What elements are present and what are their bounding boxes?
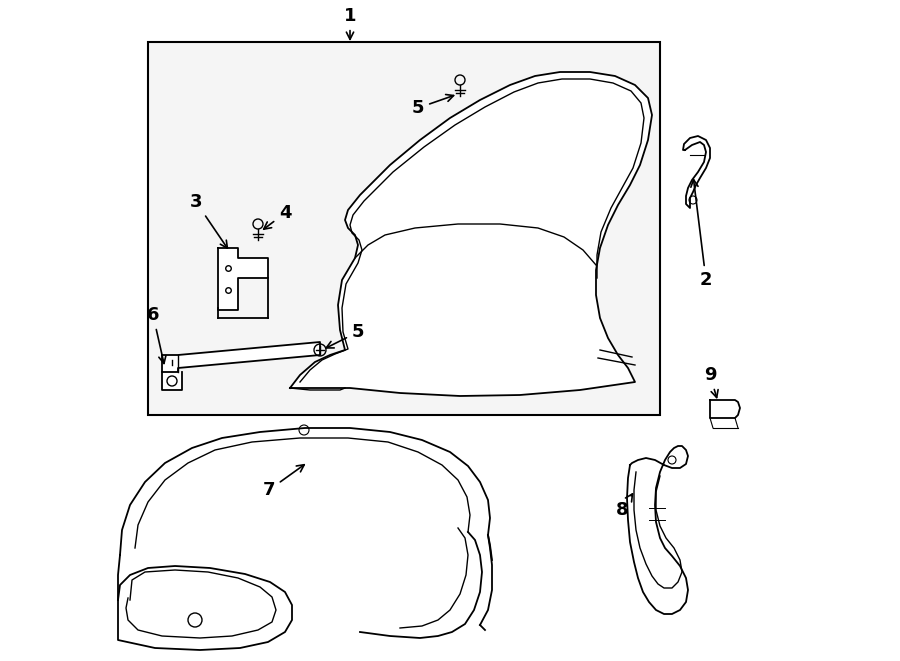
Text: 5: 5 — [412, 95, 454, 117]
Text: 1: 1 — [344, 7, 356, 40]
Polygon shape — [290, 72, 652, 396]
Text: 7: 7 — [263, 465, 304, 499]
Text: 3: 3 — [190, 193, 228, 248]
Polygon shape — [218, 248, 268, 310]
Text: 9: 9 — [704, 366, 718, 397]
Text: 8: 8 — [616, 494, 633, 519]
Polygon shape — [162, 372, 182, 390]
Bar — [148, 42, 660, 415]
Text: 5: 5 — [326, 323, 365, 348]
Text: 2: 2 — [691, 180, 712, 289]
Polygon shape — [162, 342, 320, 372]
Polygon shape — [118, 566, 292, 650]
Text: 6: 6 — [147, 306, 166, 364]
Polygon shape — [710, 400, 740, 418]
Polygon shape — [683, 136, 710, 208]
Text: 4: 4 — [264, 204, 292, 229]
Polygon shape — [627, 446, 688, 614]
